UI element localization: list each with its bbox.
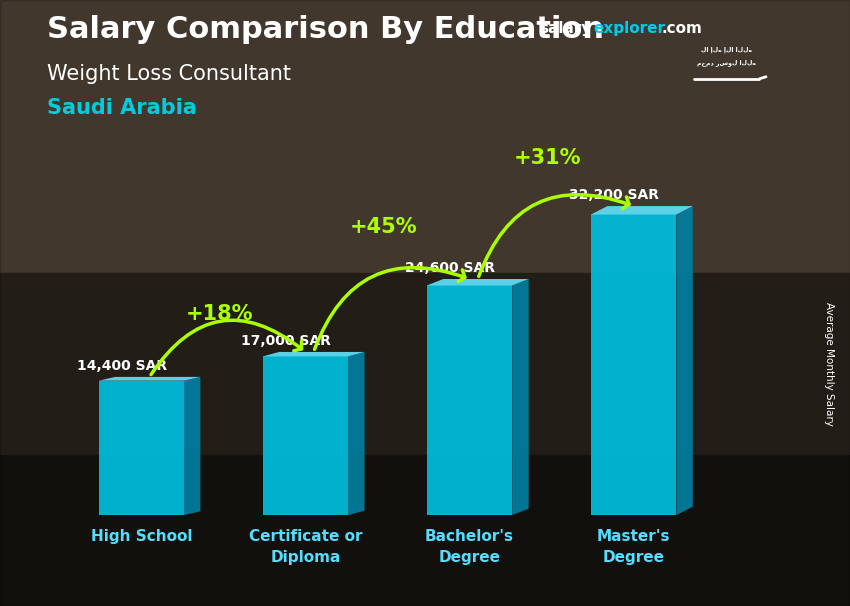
Text: +45%: +45%	[349, 217, 417, 237]
Polygon shape	[263, 352, 365, 356]
Text: Weight Loss Consultant: Weight Loss Consultant	[47, 64, 291, 84]
Text: +18%: +18%	[185, 304, 253, 324]
Polygon shape	[184, 377, 201, 515]
Text: .com: .com	[661, 21, 702, 36]
Polygon shape	[427, 285, 513, 515]
Text: Salary Comparison By Education: Salary Comparison By Education	[47, 15, 603, 44]
Bar	[0, 273, 850, 454]
Polygon shape	[348, 352, 365, 515]
Text: explorer: explorer	[593, 21, 666, 36]
Polygon shape	[513, 279, 529, 515]
Polygon shape	[591, 206, 693, 215]
Bar	[0, 454, 850, 606]
Polygon shape	[677, 206, 693, 515]
Text: 24,600 SAR: 24,600 SAR	[405, 261, 495, 275]
Bar	[0, 0, 850, 273]
Text: 14,400 SAR: 14,400 SAR	[76, 359, 167, 373]
Text: 32,200 SAR: 32,200 SAR	[569, 188, 659, 202]
Text: لا إله إلا الله: لا إله إلا الله	[701, 46, 752, 53]
Text: Saudi Arabia: Saudi Arabia	[47, 98, 196, 118]
Text: salary: salary	[540, 21, 592, 36]
Text: محمد رسول الله: محمد رسول الله	[697, 59, 756, 66]
Text: +31%: +31%	[513, 148, 581, 168]
Polygon shape	[99, 377, 201, 381]
Polygon shape	[263, 356, 348, 515]
Text: Average Monthly Salary: Average Monthly Salary	[824, 302, 834, 425]
Polygon shape	[591, 215, 677, 515]
Polygon shape	[99, 381, 184, 515]
Text: 17,000 SAR: 17,000 SAR	[241, 334, 331, 348]
Polygon shape	[427, 279, 529, 285]
